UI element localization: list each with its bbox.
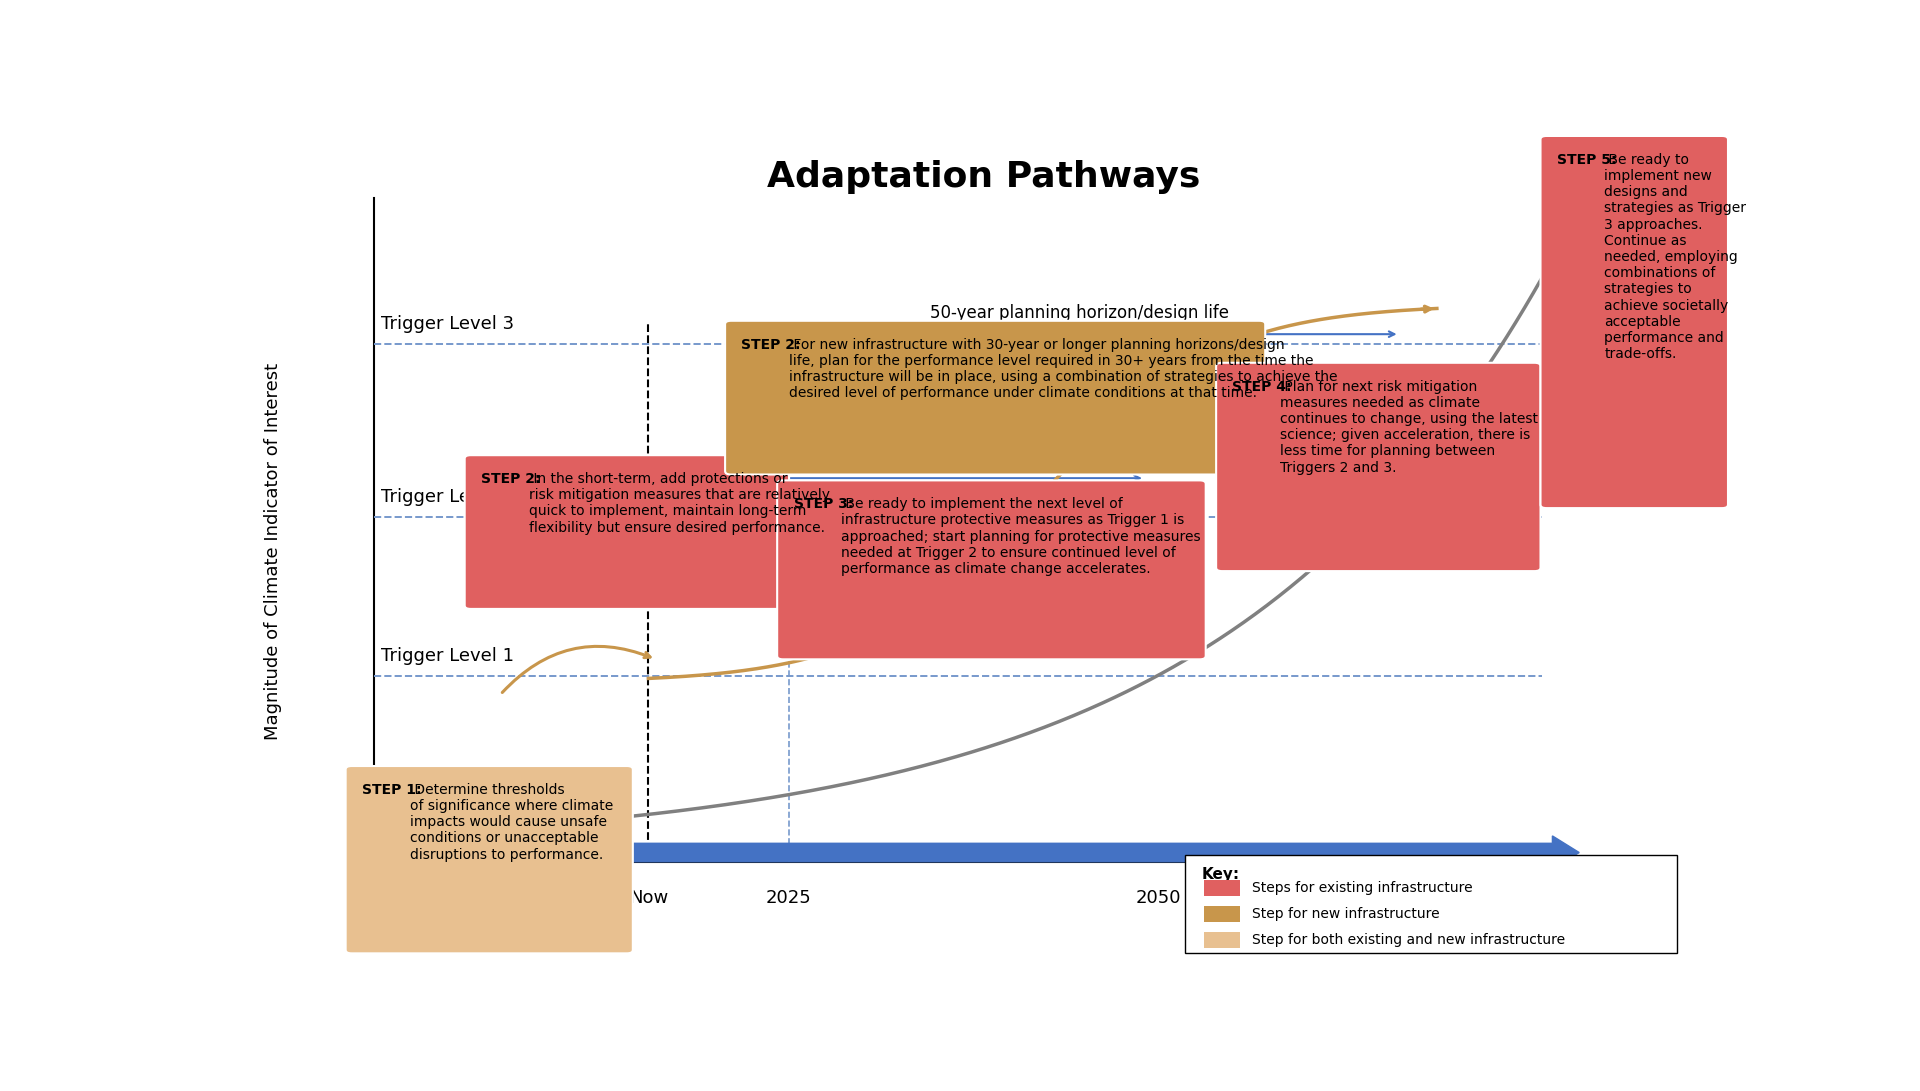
Text: STEP 4:: STEP 4: bbox=[1233, 380, 1292, 394]
Text: Be ready to implement the next level of
infrastructure protective measures as Tr: Be ready to implement the next level of … bbox=[841, 497, 1200, 576]
Text: Trigger Level 1: Trigger Level 1 bbox=[382, 647, 515, 666]
FancyBboxPatch shape bbox=[778, 480, 1206, 659]
Text: Time: Time bbox=[1624, 868, 1668, 886]
Text: Key:: Key: bbox=[1202, 867, 1240, 882]
FancyArrow shape bbox=[374, 836, 1578, 870]
Text: Magnitude of Climate Indicator of Interest: Magnitude of Climate Indicator of Intere… bbox=[263, 362, 282, 740]
FancyBboxPatch shape bbox=[1215, 363, 1540, 571]
FancyBboxPatch shape bbox=[1204, 879, 1240, 896]
Text: Be ready to
implement new
designs and
strategies as Trigger
3 approaches.
Contin: Be ready to implement new designs and st… bbox=[1605, 153, 1747, 361]
Text: Step for both existing and new infrastructure: Step for both existing and new infrastru… bbox=[1252, 933, 1565, 947]
FancyBboxPatch shape bbox=[1204, 906, 1240, 922]
FancyBboxPatch shape bbox=[726, 321, 1265, 475]
Text: 30-year planning horizon/design life: 30-year planning horizon/design life bbox=[803, 447, 1102, 466]
Text: STEP 2:: STEP 2: bbox=[482, 472, 541, 485]
FancyBboxPatch shape bbox=[1185, 855, 1678, 952]
Text: STEP 5:: STEP 5: bbox=[1557, 153, 1617, 167]
Text: Steps for existing infrastructure: Steps for existing infrastructure bbox=[1252, 880, 1473, 895]
Text: 2070: 2070 bbox=[1369, 889, 1415, 907]
Text: 2000: 2000 bbox=[351, 889, 397, 907]
Text: 2025: 2025 bbox=[766, 889, 812, 907]
Text: STEP 2:: STEP 2: bbox=[741, 337, 801, 351]
FancyBboxPatch shape bbox=[465, 455, 789, 609]
Text: In the short-term, add protections or
risk mitigation measures that are relative: In the short-term, add protections or ri… bbox=[528, 472, 829, 535]
Text: For new infrastructure with 30-year or longer planning horizons/design
life, pla: For new infrastructure with 30-year or l… bbox=[789, 337, 1338, 400]
FancyBboxPatch shape bbox=[1204, 932, 1240, 948]
Text: Trigger Level 3: Trigger Level 3 bbox=[382, 315, 515, 333]
Text: Determine thresholds
of significance where climate
impacts would cause unsafe
co: Determine thresholds of significance whe… bbox=[409, 783, 612, 862]
Text: Step for new infrastructure: Step for new infrastructure bbox=[1252, 907, 1440, 921]
Text: Trigger Level 2: Trigger Level 2 bbox=[382, 488, 515, 506]
FancyBboxPatch shape bbox=[346, 766, 634, 954]
Text: Now: Now bbox=[628, 889, 668, 907]
FancyBboxPatch shape bbox=[1540, 136, 1728, 508]
Text: STEP 1:: STEP 1: bbox=[363, 783, 422, 796]
Text: 2050: 2050 bbox=[1137, 889, 1181, 907]
Text: 50-year planning horizon/design life: 50-year planning horizon/design life bbox=[929, 303, 1229, 322]
Text: Plan for next risk mitigation
measures needed as climate
continues to change, us: Plan for next risk mitigation measures n… bbox=[1281, 380, 1538, 475]
Text: Adaptation Pathways: Adaptation Pathways bbox=[768, 160, 1200, 194]
Text: STEP 3:: STEP 3: bbox=[793, 497, 852, 512]
